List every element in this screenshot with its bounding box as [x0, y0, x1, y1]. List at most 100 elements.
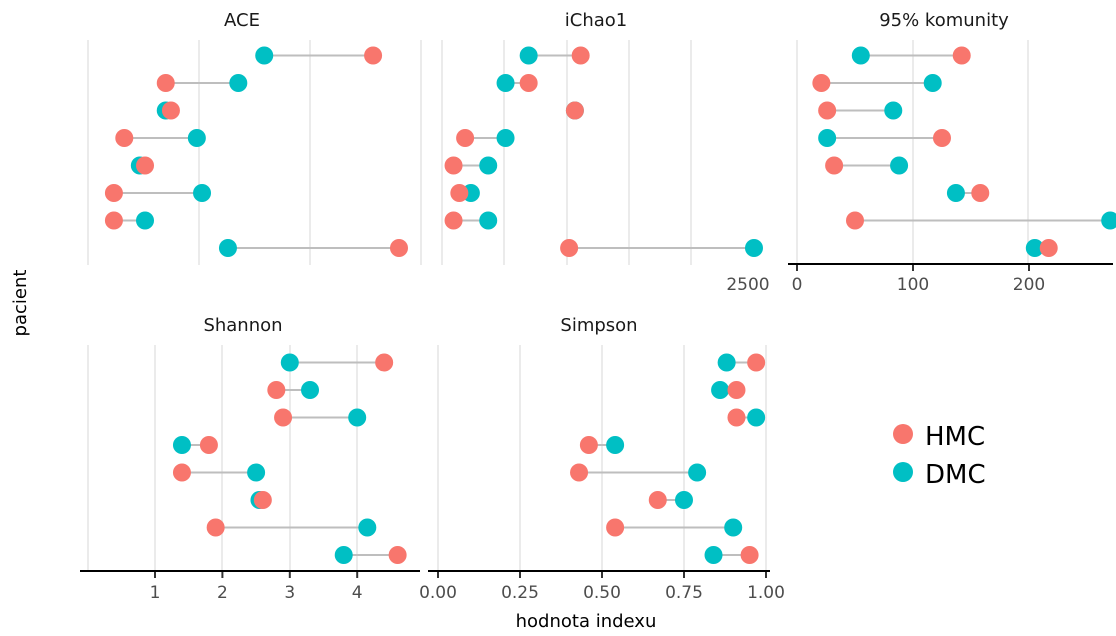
- point-hmc: [267, 381, 286, 399]
- point-hmc: [560, 239, 579, 257]
- point-hmc: [104, 211, 123, 230]
- x-tick-label: 0: [792, 275, 803, 295]
- point-hmc: [825, 156, 844, 175]
- point-hmc: [199, 436, 218, 454]
- point-dmc: [884, 101, 903, 120]
- point-hmc: [390, 239, 408, 257]
- point-hmc: [375, 353, 394, 372]
- point-hmc: [648, 491, 667, 509]
- point-hmc: [740, 546, 759, 564]
- x-tick-label: 0.50: [583, 583, 621, 603]
- point-dmc: [348, 408, 367, 427]
- x-tick-label: 2500: [726, 275, 769, 295]
- point-hmc: [444, 156, 463, 175]
- x-tick-label: 4: [352, 583, 363, 603]
- x-tick-label: 2: [217, 583, 228, 603]
- point-hmc: [971, 184, 990, 202]
- point-dmc: [890, 156, 909, 175]
- legend-label-dmc: DMC: [925, 460, 986, 490]
- point-dmc: [247, 463, 266, 482]
- point-dmc: [479, 211, 498, 230]
- point-hmc: [206, 518, 225, 537]
- point-dmc: [193, 184, 212, 202]
- point-hmc: [388, 546, 407, 564]
- panel-2: iChao1 2500: [441, 10, 770, 295]
- point-dmc: [745, 239, 763, 257]
- point-hmc: [172, 463, 191, 482]
- panel-4: Shannon 1 2 3 4: [80, 315, 420, 603]
- point-hmc: [444, 211, 463, 230]
- x-tick-label: 0.00: [419, 583, 457, 603]
- x-tick-label: 100: [897, 275, 929, 295]
- point-dmc: [218, 239, 237, 257]
- point-hmc: [136, 156, 155, 175]
- point-dmc: [724, 518, 743, 537]
- point-hmc: [274, 408, 293, 427]
- panel-title: Shannon: [203, 315, 282, 336]
- panel-5: Simpson 0.00 0.25 0.50 0.75 1.00: [419, 315, 785, 603]
- point-hmc: [565, 101, 584, 120]
- point-dmc: [818, 129, 837, 147]
- point-dmc: [334, 546, 353, 564]
- point-dmc: [280, 353, 299, 372]
- panel-title: ACE: [224, 10, 260, 31]
- point-dmc: [923, 74, 942, 92]
- point-hmc: [933, 129, 951, 147]
- point-hmc: [104, 184, 123, 202]
- point-dmc: [172, 436, 191, 454]
- x-tick-label: 0.25: [501, 583, 539, 603]
- point-dmc: [519, 46, 538, 65]
- x-tick-label: 200: [1013, 275, 1045, 295]
- point-hmc: [818, 101, 837, 120]
- x-tick-label: 1.00: [747, 583, 785, 603]
- point-hmc: [606, 518, 625, 537]
- point-hmc: [519, 74, 538, 92]
- point-hmc: [364, 46, 383, 65]
- point-hmc: [571, 46, 590, 65]
- panel-1: ACE: [87, 10, 422, 265]
- point-dmc: [711, 381, 730, 399]
- point-dmc: [747, 408, 766, 427]
- point-hmc: [115, 129, 134, 147]
- point-hmc: [156, 74, 175, 92]
- panel-title: Simpson: [560, 315, 637, 336]
- point-dmc: [704, 546, 723, 564]
- panel-3: 95% komunity 0 100 200: [788, 10, 1116, 295]
- x-tick-label: 1: [150, 583, 161, 603]
- x-tick-label: 3: [284, 583, 295, 603]
- x-tick-label: 0.75: [665, 583, 703, 603]
- point-dmc: [717, 353, 736, 372]
- point-dmc: [1101, 211, 1116, 230]
- point-hmc: [812, 74, 831, 92]
- point-dmc: [946, 184, 965, 202]
- point-dmc: [301, 381, 320, 399]
- point-dmc: [187, 129, 206, 147]
- point-hmc: [579, 436, 598, 454]
- y-axis-title: pacient: [10, 270, 31, 337]
- point-dmc: [851, 46, 870, 65]
- point-dmc: [1025, 239, 1044, 257]
- point-hmc: [450, 184, 469, 202]
- legend-label-hmc: HMC: [925, 422, 985, 452]
- point-hmc: [456, 129, 475, 147]
- point-hmc: [570, 463, 589, 482]
- point-hmc: [846, 211, 864, 230]
- point-hmc: [727, 408, 746, 427]
- point-hmc: [747, 353, 766, 372]
- legend-key-hmc: [893, 424, 913, 444]
- panel-title: iChao1: [565, 10, 627, 31]
- point-dmc: [688, 463, 707, 482]
- legend: HMC DMC: [893, 422, 986, 490]
- point-hmc: [727, 381, 746, 399]
- point-dmc: [496, 74, 515, 92]
- point-hmc: [253, 491, 272, 509]
- point-hmc: [952, 46, 971, 65]
- point-dmc: [255, 46, 274, 65]
- point-dmc: [229, 74, 248, 92]
- point-dmc: [136, 211, 155, 230]
- point-dmc: [479, 156, 498, 175]
- point-dmc: [358, 518, 377, 537]
- point-dmc: [606, 436, 625, 454]
